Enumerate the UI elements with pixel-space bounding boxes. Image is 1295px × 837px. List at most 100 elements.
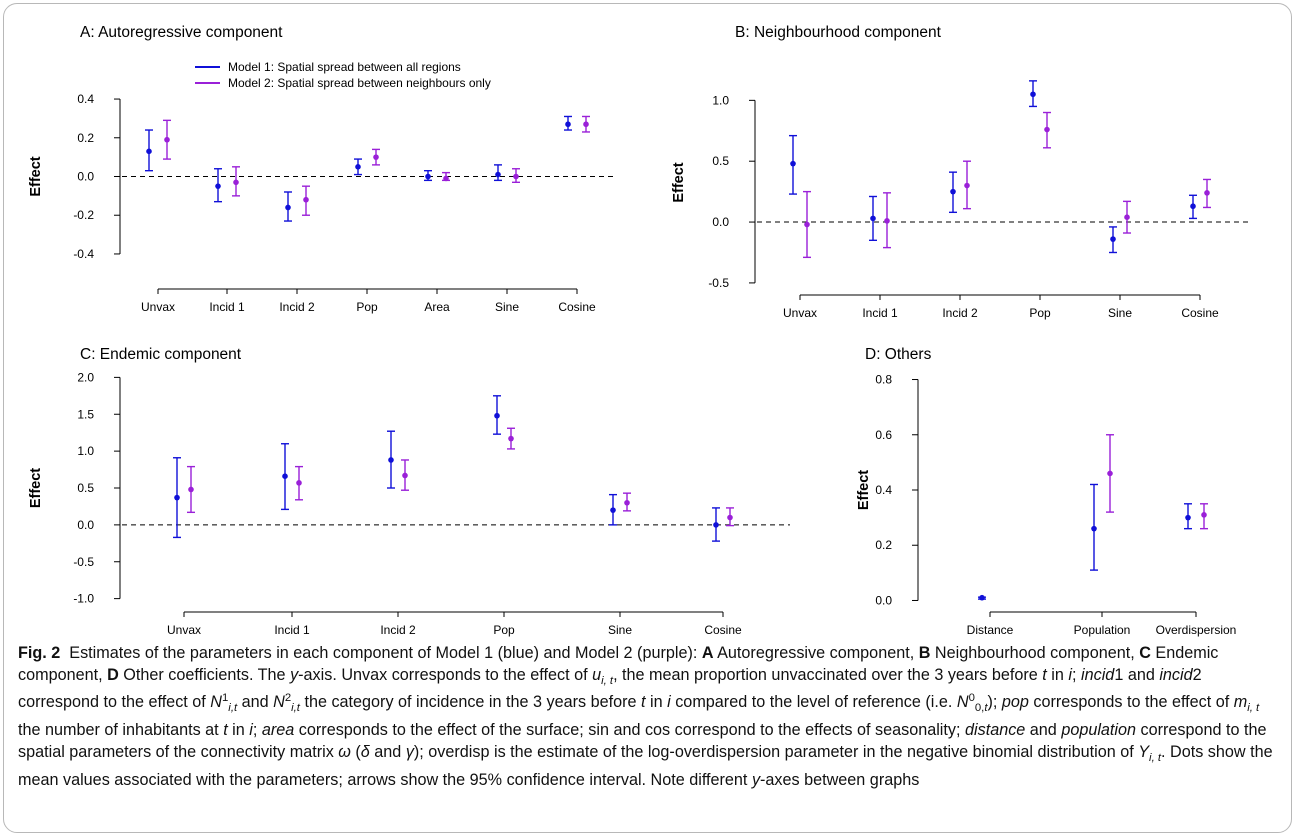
panel-c-model1-estimate [173,457,181,539]
panel-a-model2-estimate [302,185,310,216]
panel-b-model2-estimate [963,160,971,210]
mean-point [950,188,956,195]
mean-point [727,514,733,521]
mean-point [513,173,519,180]
mean-point [583,121,589,128]
panel-a-y-tick-label: 0.4 [77,92,94,106]
panel-c-model1-estimate [387,430,395,489]
mean-point [285,204,291,211]
mean-point [1110,236,1116,242]
panel-d-y-axis-label: Effect [856,470,872,510]
panel-a-x-tick-label: Pop [356,300,378,314]
mean-point [790,160,796,167]
panel-c-model2-estimate [623,492,631,512]
panel-b-x-tick-label: Incid 1 [862,306,898,320]
legend-label-model1: Model 1: Spatial spread between all regi… [228,60,461,74]
mean-point [296,480,302,486]
panel-c-y-tick-label: 2.0 [77,370,94,384]
panel-a-model2-estimate [512,168,520,184]
mean-point [1091,525,1097,532]
panel-b-model2-estimate [1043,111,1051,149]
mean-point [1204,190,1210,196]
panel-d-y-tick-label: 0.6 [875,428,892,442]
mean-point [355,164,361,170]
panel-a-title: A: Autoregressive component [80,24,283,41]
mean-point [443,175,449,182]
panel-b-model1-estimate [949,171,957,214]
panel-a-model2-estimate [372,148,380,166]
mean-point [1201,512,1207,518]
panel-b-x-tick-label: Pop [1029,306,1051,320]
panel-b-model1-estimate [869,195,877,242]
panel-c-x-tick-label: Cosine [704,623,742,637]
mean-point [402,472,408,479]
panel-a-x-tick-label: Cosine [558,300,596,314]
mean-point [804,221,810,228]
panel-a-y-tick-label: -0.4 [73,247,94,261]
mean-point [624,499,630,506]
caption-text: Estimates of the parameters in each comp… [18,644,1273,789]
panel-b-model1-estimate [1029,80,1037,108]
panel-d-x-tick-label: Distance [967,623,1014,637]
panel-d-model1-estimate [978,594,986,601]
panel-d-model2-estimate [1200,503,1208,530]
panel-b-x-tick-label: Sine [1108,306,1132,320]
legend: Model 1: Spatial spread between all regi… [195,60,491,90]
panel-a-x-tick-label: Incid 1 [209,300,245,314]
mean-point [164,136,170,143]
panel-a-model1-estimate [494,164,502,182]
panel-a-x-tick-label: Unvax [141,300,175,314]
panel-a-model1-estimate [564,115,572,131]
figure-panels: A: Autoregressive component Effect -0.4 -0.… [28,24,1248,637]
mean-point [565,121,571,128]
panel-b-model1-estimate [1109,226,1117,254]
panel-c-y-axis-label: Effect [28,468,44,508]
panel-d-x-tick-label: Population [1074,623,1131,637]
panel-c-model2-estimate [295,465,303,501]
panel-b-x-tick-label: Incid 2 [942,306,978,320]
panel-c-x-tick-label: Incid 1 [274,623,310,637]
mean-point [610,507,616,513]
panel-b-x-tick-label: Unvax [783,306,817,320]
panel-d-y-tick-label: 0.0 [875,593,892,607]
panel-c-y-tick-label: -1.0 [73,592,94,606]
panel-c-y-tick-label: 0.0 [77,518,94,532]
panel-c-y-tick-label: 1.0 [77,444,94,458]
panel-c-model2-estimate [187,465,195,514]
panel-c-model2-estimate [507,427,515,450]
panel-a-model1-estimate [145,129,153,172]
panel-a-model1-estimate [424,169,432,182]
mean-point [233,179,239,186]
mean-point [964,182,970,189]
panel-c-model1-estimate [609,493,617,526]
panel-b-model2-estimate [803,190,811,259]
panel-b: B: Neighbourhood component Effect -0.5 0.0 0… [671,24,1248,320]
mean-point [870,215,876,222]
panel-a-y-axis-label: Effect [28,156,44,196]
mean-point [884,218,890,224]
mean-point [508,435,514,442]
caption-label: Fig. 2 [18,644,61,662]
panel-c-x-tick-label: Sine [608,623,632,637]
panel-d-y-tick-label: 0.4 [875,483,892,497]
mean-point [388,457,394,463]
panel-d-y-tick-label: 0.2 [875,538,892,552]
mean-point [1107,470,1113,477]
panel-c-x-tick-label: Pop [493,623,515,637]
mean-point [713,522,719,528]
panel-c-title: C: Endemic component [80,346,242,363]
panel-c-model1-estimate [712,507,720,542]
panel-b-model1-estimate [789,134,797,195]
panel-a-y-tick-label: 0.2 [77,131,94,145]
mean-point [303,196,309,203]
mean-point [215,183,221,189]
panel-a-model2-estimate [442,171,450,182]
panel-c-model2-estimate [726,507,734,527]
mean-point [1044,126,1050,133]
panel-d-title: D: Others [865,346,932,363]
panel-b-y-tick-label: 1.0 [712,93,729,107]
panel-a-model1-estimate [354,158,362,176]
panel-a-x-tick-label: Area [424,300,450,314]
panel-b-model1-estimate [1189,194,1197,220]
mean-point [1190,203,1196,210]
